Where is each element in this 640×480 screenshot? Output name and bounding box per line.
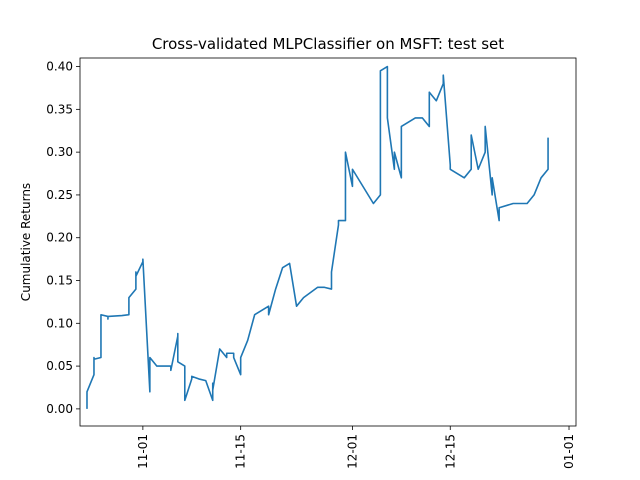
y-tick-label: 0.00 <box>46 402 73 416</box>
y-axis: 0.00 0.05 0.10 0.15 0.20 0.25 0.30 0.35 0.40 <box>46 60 80 416</box>
y-tick-label: 0.30 <box>46 145 73 159</box>
y-tick-label: 0.05 <box>46 359 73 373</box>
x-tick-label: 12-15 <box>443 434 457 469</box>
y-tick-label: 0.20 <box>46 231 73 245</box>
y-tick-label: 0.10 <box>46 316 73 330</box>
x-tick-label: 11-01 <box>136 434 150 469</box>
x-tick-label: 01-01 <box>562 434 576 469</box>
y-tick-label: 0.25 <box>46 188 73 202</box>
series-line-cumulative-returns <box>86 65 549 409</box>
y-tick-label: 0.40 <box>46 60 73 74</box>
y-axis-label: Cumulative Returns <box>19 183 33 301</box>
chart-title: Cross-validated MLPClassifier on MSFT: t… <box>152 35 504 53</box>
x-tick-label: 12-01 <box>345 434 359 469</box>
plot-area <box>80 58 576 426</box>
x-axis: 11-01 11-15 12-01 12-15 01-01 <box>136 426 576 469</box>
plot-frame <box>79 57 577 427</box>
y-tick-label: 0.35 <box>46 102 73 116</box>
x-tick-label: 11-15 <box>234 434 248 469</box>
y-tick-label: 0.15 <box>46 274 73 288</box>
